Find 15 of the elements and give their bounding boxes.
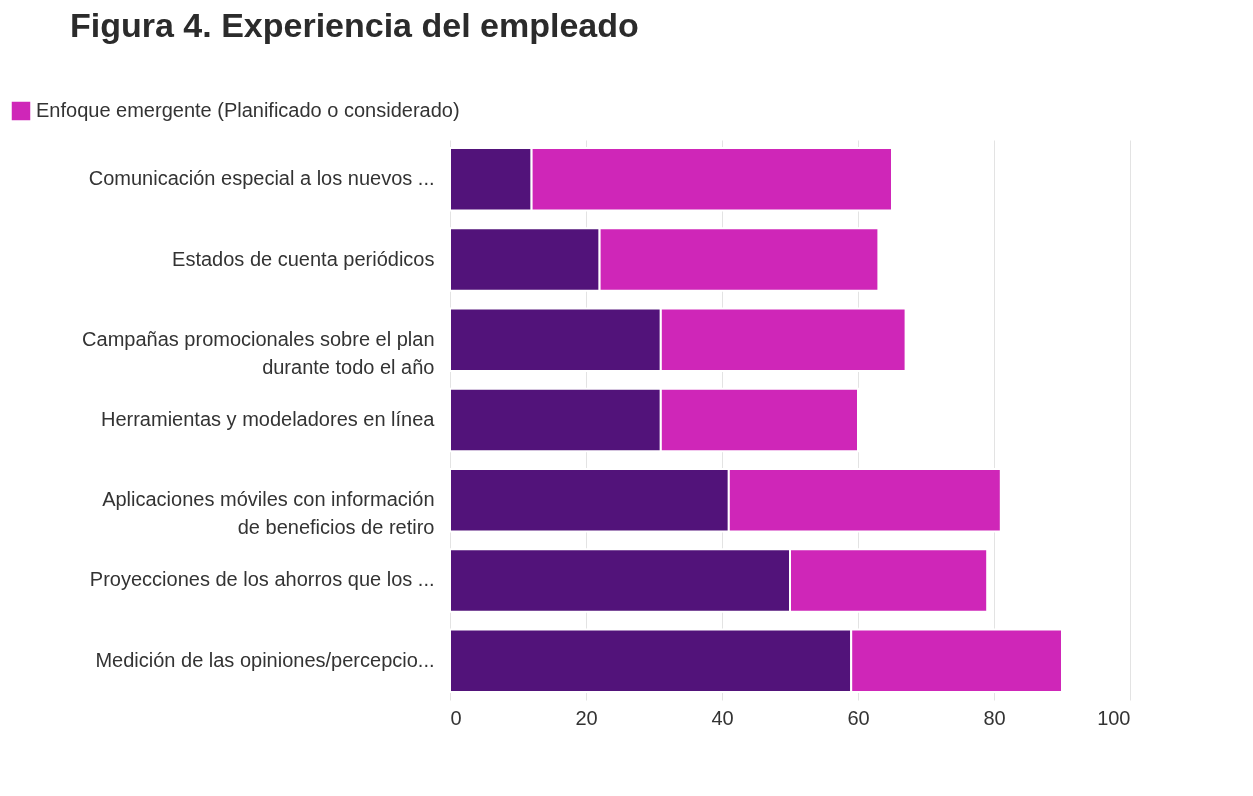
x-tick-label: 80: [983, 706, 1006, 729]
chart-title: Figura 4. Experiencia del empleado: [70, 6, 639, 44]
y-tick-label: Herramientas y modeladores en línea: [100, 408, 436, 430]
y-tick-label: Proyecciones de los ahorros que los ...: [89, 568, 435, 591]
y-tick-label: Campañas promocionales sobre el plan durante todo el año: [82, 327, 435, 378]
x-tick-label: 40: [711, 706, 734, 729]
y-tick-label: Comunicación especial a los nuevos ...: [88, 167, 435, 190]
x-tick-label: 60: [847, 706, 870, 729]
y-tick-label: Aplicaciones móviles con información de beneficios de retiro: [102, 488, 435, 539]
x-tick-label: 100: [1097, 706, 1131, 729]
x-tick-label: 0: [450, 706, 462, 729]
y-tick-label: Medición de las opiniones/percepcio...: [95, 648, 435, 671]
legend-label: Enfoque emergente (Planificado o considerado): [36, 99, 460, 121]
y-tick-label: Estados de cuenta periódicos: [172, 247, 435, 270]
x-tick-label: 20: [575, 706, 598, 729]
